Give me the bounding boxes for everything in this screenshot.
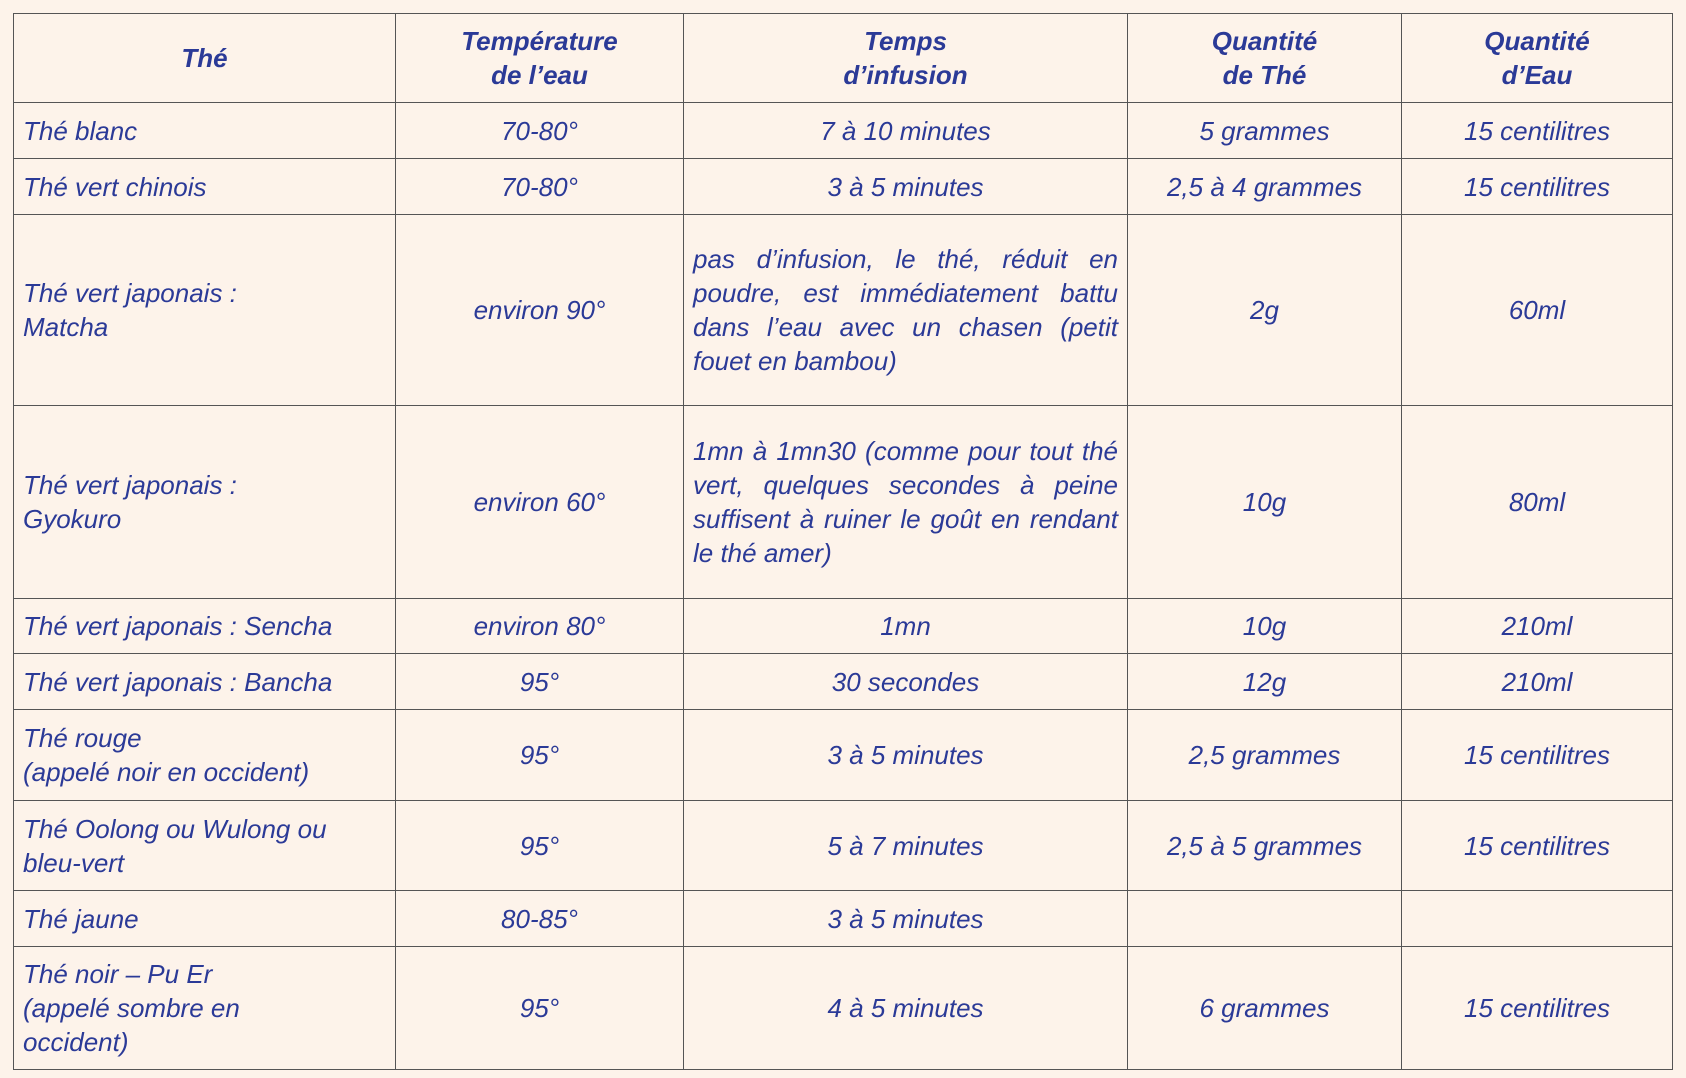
table-cell: 3 à 5 minutes [683, 158, 1128, 215]
header-cell: Temps d’infusion [683, 13, 1128, 103]
table-cell: Thé vert japonais : Gyokuro [13, 405, 396, 599]
table-cell: environ 90° [395, 214, 684, 406]
table-cell: 95° [395, 800, 684, 891]
table-cell: 70-80° [395, 102, 684, 159]
table-cell: Thé Oolong ou Wulong ou bleu-vert [13, 800, 396, 891]
table-row: Thé vert japonais : Sencha environ 80° 1mn… [13, 598, 1673, 654]
table-cell: 80-85° [395, 890, 684, 947]
table-cell: 95° [395, 946, 684, 1070]
table-cell: 7 à 10 minutes [683, 102, 1128, 159]
table-cell: 95° [395, 709, 684, 801]
header-cell: Température de l’eau [395, 13, 684, 103]
table-row: Thé jaune 80-85° 3 à 5 minutes [13, 890, 1673, 947]
table-cell: 10g [1127, 598, 1402, 654]
table-row: Thé vert japonais : Bancha 95° 30 secondes… [13, 653, 1673, 710]
table-cell: Thé noir – Pu Er (appelé sombre en occid… [13, 946, 396, 1070]
table-cell: 2,5 grammes [1127, 709, 1402, 801]
table-row: Thé vert japonais : Matcha environ 90° pas… [13, 214, 1673, 406]
table-cell: Thé rouge (appelé noir en occident) [13, 709, 396, 801]
table-row: Thé noir – Pu Er (appelé sombre en occid… [13, 946, 1673, 1070]
table-row: Thé Oolong ou Wulong ou bleu-vert 95° 5 à … [13, 800, 1673, 891]
header-cell: Quantité d’Eau [1401, 13, 1673, 103]
table-cell: 2g [1127, 214, 1402, 406]
table-cell: 95° [395, 653, 684, 710]
table-cell: 3 à 5 minutes [683, 709, 1128, 801]
table-cell: 70-80° [395, 158, 684, 215]
table-cell: 3 à 5 minutes [683, 890, 1128, 947]
table-cell: environ 60° [395, 405, 684, 599]
table-cell: 15 centilitres [1401, 709, 1673, 801]
header-cell: Thé [13, 13, 396, 103]
table-cell: Thé vert japonais : Sencha [13, 598, 396, 654]
table-cell: 10g [1127, 405, 1402, 599]
table-cell: 5 à 7 minutes [683, 800, 1128, 891]
table-cell: 210ml [1401, 598, 1673, 654]
table-cell: 210ml [1401, 653, 1673, 710]
table-cell: 80ml [1401, 405, 1673, 599]
header-cell: Quantité de Thé [1127, 13, 1402, 103]
tea-table: Thé Température de l’eau Temps d’infusion Q… [13, 13, 1673, 1070]
table-cell: 15 centilitres [1401, 800, 1673, 891]
table-cell: Thé blanc [13, 102, 396, 159]
table-cell: 2,5 à 4 grammes [1127, 158, 1402, 215]
table-cell: environ 80° [395, 598, 684, 654]
table-cell [1401, 890, 1673, 947]
table-cell: 12g [1127, 653, 1402, 710]
table-cell: 5 grammes [1127, 102, 1402, 159]
table-cell: 1mn [683, 598, 1128, 654]
table-cell: 15 centilitres [1401, 158, 1673, 215]
table-cell [1127, 890, 1402, 947]
table-cell: 15 centilitres [1401, 946, 1673, 1070]
header-row: Thé Température de l’eau Temps d’infusion Q… [13, 13, 1673, 103]
table-cell: 2,5 à 5 grammes [1127, 800, 1402, 891]
table-cell: 6 grammes [1127, 946, 1402, 1070]
table-cell: Thé jaune [13, 890, 396, 947]
table-row: Thé vert chinois 70-80° 3 à 5 minutes 2,5 à… [13, 158, 1673, 215]
table-row: Thé vert japonais : Gyokuro environ 60° 1m… [13, 405, 1673, 599]
table-cell: 1mn à 1mn30 (comme pour tout thé vert, q… [683, 405, 1128, 599]
table-cell: 30 secondes [683, 653, 1128, 710]
table-row: Thé blanc 70-80° 7 à 10 minutes 5 grammes 15… [13, 102, 1673, 159]
table-row: Thé rouge (appelé noir en occident) 95° 3 … [13, 709, 1673, 801]
table-cell: 4 à 5 minutes [683, 946, 1128, 1070]
table-cell: Thé vert japonais : Matcha [13, 214, 396, 406]
table-cell: Thé vert japonais : Bancha [13, 653, 396, 710]
table-cell: 15 centilitres [1401, 102, 1673, 159]
table-cell: Thé vert chinois [13, 158, 396, 215]
table-cell: 60ml [1401, 214, 1673, 406]
table-cell: pas d’infusion, le thé, réduit en poudre… [683, 214, 1128, 406]
